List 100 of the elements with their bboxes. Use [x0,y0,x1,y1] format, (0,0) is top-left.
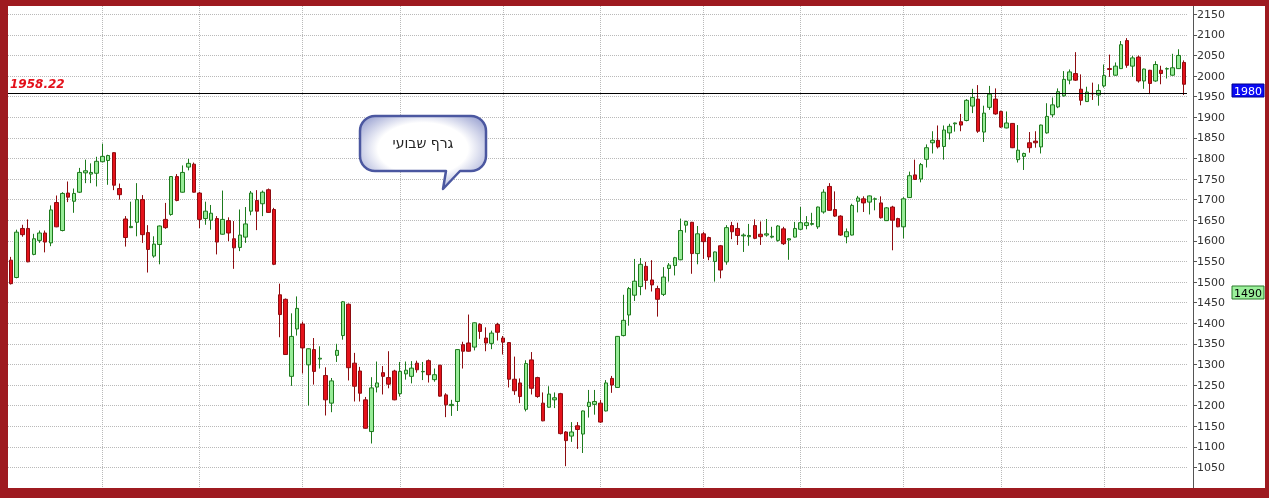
y-tick-label: 1150 [1197,419,1225,433]
candlestick [1085,86,1089,103]
candlestick [438,364,442,398]
candlestick [54,195,59,228]
y-tick-label: 1850 [1197,131,1225,145]
y-tick-label: 1400 [1197,316,1225,330]
candlestick [306,347,311,407]
candlestick [180,164,185,194]
candlestick [718,244,723,279]
y-tick-label: 2150 [1197,7,1225,21]
candlestick [1010,122,1015,149]
candlestick [1182,59,1186,96]
candlestick [1045,102,1049,135]
candlestick [776,224,780,243]
y-tick-label: 1050 [1197,460,1225,474]
candlestick [484,326,488,352]
candlestick [713,251,717,283]
y-tick-label: 2050 [1197,48,1225,62]
candlestick [959,113,963,132]
candlestick [163,202,168,230]
candlestick [621,294,626,337]
candlestick [1022,152,1026,171]
candlestick [575,421,580,450]
candlestick [1136,54,1141,84]
y-tick-label: 1350 [1197,337,1225,351]
y-tick-label: 1100 [1197,440,1225,454]
candlestick [135,182,139,237]
candlestick [1153,60,1158,83]
candlestick [901,196,906,239]
candlestick [655,285,660,318]
candlestick [690,221,694,275]
candlestick [569,421,574,443]
y-tick-label: 1500 [1197,275,1225,289]
candlestick [295,295,299,337]
candlestick [598,399,603,424]
candlestick [884,206,889,222]
candlestick [781,226,786,246]
candlestick [215,215,219,255]
y-tick-label: 1700 [1197,193,1225,207]
candlestick [175,173,179,202]
candlestick [667,262,671,283]
y-tick-label: 1450 [1197,296,1225,310]
candlestick [615,335,620,389]
candlestick [581,410,585,454]
candlestick [1102,64,1106,89]
annotation: גרף שבועי [391,135,455,152]
candlestick [66,181,70,203]
candlestick [650,259,654,292]
candlestick [444,392,448,418]
candlestick [724,224,729,266]
candlestick [982,105,986,143]
candlestick [787,237,791,261]
candlestick [856,195,860,213]
y-tick-label: 1600 [1197,234,1225,248]
candlestick [312,337,316,386]
y-tick-label: 1900 [1197,110,1225,124]
candlestick [1079,73,1083,106]
candlestick [1142,68,1146,90]
y-tick-label: 1800 [1197,151,1225,165]
candlestick [72,188,76,214]
candlestick [49,204,53,247]
y-tick-label: 2100 [1197,28,1225,42]
candlestick [220,190,225,236]
candlestick [610,375,614,394]
candlestick [335,343,339,363]
candlestick [421,361,425,381]
candlestick [695,225,700,265]
candlestick [323,366,328,416]
candlestick [501,335,505,356]
candlestick [1004,110,1009,129]
y-tick-label: 1300 [1197,357,1225,371]
candlestick [129,201,133,229]
candlestick [249,190,253,216]
y-tick-label: 1550 [1197,254,1225,268]
candlestick [495,322,500,342]
candlestick [415,360,419,374]
text: 1490 [1234,286,1262,300]
candlestick [541,391,545,422]
y-tick-label: 2000 [1197,69,1225,83]
ref-line-label: 1958.22 [10,77,65,92]
candlestick [764,218,769,238]
candlestick [1016,124,1020,164]
candlestick [329,377,334,413]
candlestick [363,396,368,430]
candlestick [14,229,19,279]
y-tick-label: 1200 [1197,399,1225,413]
y-tick-label: 1250 [1197,378,1225,392]
candlestick [1148,69,1152,95]
candlestick [919,162,923,183]
candlestick [112,151,116,191]
candlestick [1125,37,1129,69]
candlestick [300,321,305,374]
y-tick-label: 1950 [1197,90,1225,104]
y-tick-label: 1650 [1197,213,1225,227]
candlestick [341,300,345,341]
candlestick [987,85,992,111]
candlestick [449,399,454,417]
candlestick [489,330,494,350]
candlestick [1159,65,1163,85]
candlestick [432,368,437,383]
